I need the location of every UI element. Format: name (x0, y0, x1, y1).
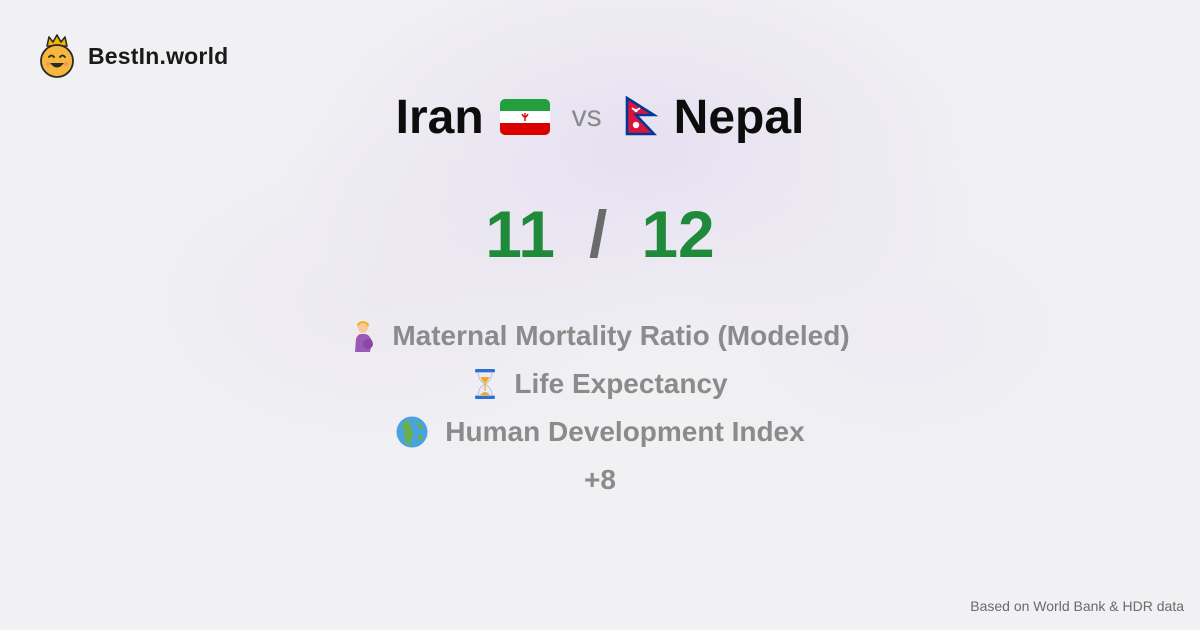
more-metrics-count[interactable]: +8 (584, 464, 616, 495)
score-display: 11 / 12 (0, 192, 1200, 276)
brand-name: BestIn.world (88, 42, 229, 69)
left-score: 11 (485, 197, 555, 271)
globe-icon (396, 416, 428, 448)
vs-label: vs (571, 100, 602, 133)
nepal-flag-icon (625, 96, 658, 136)
metric-label: Maternal Mortality Ratio (Modeled) (392, 320, 850, 351)
data-source-note: Based on World Bank & HDR data (970, 598, 1184, 614)
crowned-smiley-icon (40, 34, 74, 78)
pregnant-woman-icon (355, 321, 374, 352)
metric-item[interactable]: Human Development Index (395, 408, 805, 456)
score-separator: / (589, 197, 608, 271)
comparison-title: Iran vs Nepal (0, 84, 1200, 150)
metrics-list: Maternal Mortality Ratio (Modeled) Life … (0, 312, 1200, 504)
metric-label: Life Expectancy (514, 368, 728, 399)
metric-item[interactable]: Life Expectancy (472, 360, 728, 408)
metric-item[interactable]: Maternal Mortality Ratio (Modeled) (350, 312, 850, 360)
right-country-name: Nepal (673, 90, 805, 144)
iran-flag-icon (499, 99, 550, 135)
metric-label: Human Development Index (445, 416, 805, 447)
hourglass-icon (475, 369, 496, 399)
brand[interactable]: BestIn.world (38, 34, 228, 78)
right-score: 12 (641, 197, 715, 271)
left-country-name: Iran (395, 90, 484, 144)
